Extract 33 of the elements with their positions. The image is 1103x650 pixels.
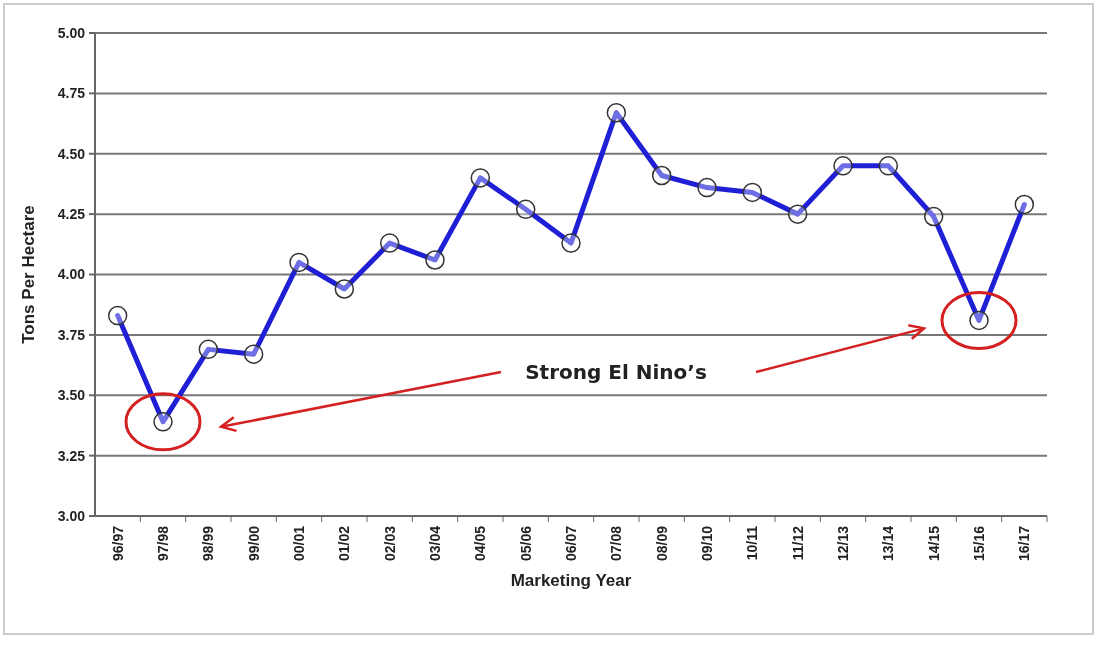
x-tick-label: 08/09 (653, 525, 670, 562)
x-tick-label: 09/10 (698, 525, 715, 562)
y-tick-label: 4.00 (57, 266, 86, 283)
x-tick-label: 16/17 (1016, 525, 1033, 562)
x-tick-label: 00/01 (290, 525, 307, 562)
x-tick-label: 15/16 (970, 525, 987, 562)
x-tick-label: 12/13 (834, 525, 851, 562)
y-tick-label: 4.50 (57, 145, 86, 162)
x-tick-label: 07/08 (608, 525, 625, 562)
y-tick-label: 4.25 (57, 206, 86, 223)
y-tick-label: 3.75 (57, 326, 86, 343)
y-tick-label: 3.00 (57, 507, 86, 524)
x-tick-label: 04/05 (472, 525, 489, 562)
x-tick-label: 06/07 (562, 525, 579, 562)
y-tick-label: 3.25 (57, 447, 86, 464)
x-tick-label: 11/12 (789, 525, 806, 561)
x-tick-label: 05/06 (517, 525, 534, 562)
x-tick-label: 99/00 (245, 525, 262, 562)
x-tick-label: 10/11 (744, 525, 761, 561)
x-tick-label: 01/02 (336, 525, 353, 562)
annotation: Strong El Nino’s (525, 360, 707, 384)
x-tick-label: 03/04 (426, 525, 443, 562)
y-tick-label: 4.75 (57, 85, 86, 102)
x-axis-title: Marketing Year (510, 571, 632, 590)
x-tick-label: 96/97 (109, 525, 126, 562)
x-tick-label: 02/03 (381, 525, 398, 562)
x-tick-label: 98/99 (200, 525, 217, 562)
y-tick-label: 3.50 (57, 387, 86, 404)
x-tick-label: 13/14 (880, 525, 897, 562)
y-axis-title: Tons Per Hectare (19, 205, 38, 344)
y-tick-label: 5.00 (57, 24, 86, 41)
x-tick-label: 97/98 (154, 525, 171, 562)
x-tick-label: 14/15 (925, 525, 942, 562)
